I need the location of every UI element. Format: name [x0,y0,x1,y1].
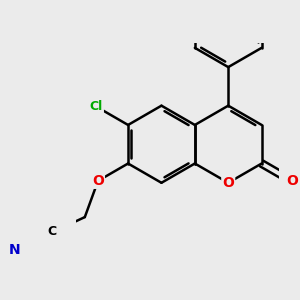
Text: O: O [286,174,298,188]
Text: O: O [222,176,234,190]
Text: C: C [47,225,56,238]
Text: Cl: Cl [90,100,103,113]
Text: N: N [9,243,21,257]
Text: O: O [92,174,104,188]
